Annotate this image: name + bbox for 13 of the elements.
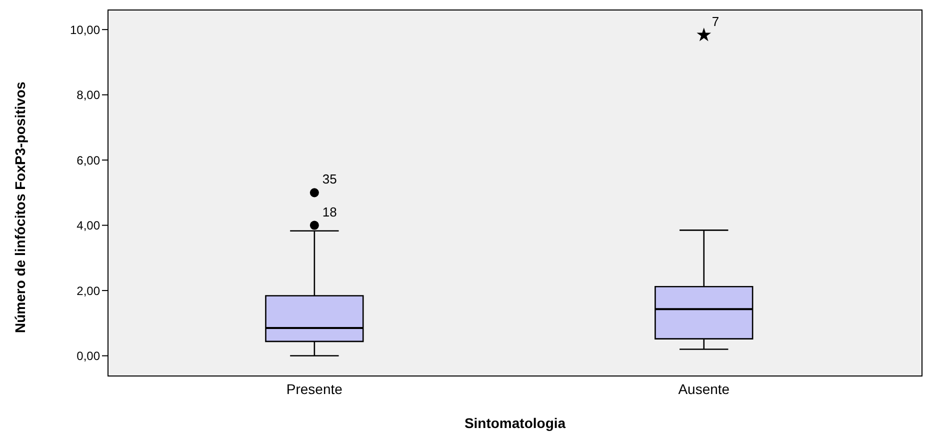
y-tick-label: 8,00 — [76, 88, 100, 102]
x-tick-label: Presente — [286, 380, 343, 397]
y-tick-label: 4,00 — [76, 218, 100, 233]
x-tick-label: Ausente — [678, 380, 730, 397]
y-tick-label: 2,00 — [76, 284, 100, 298]
y-axis-title: Número de linfócitos FoxP3-positivos — [12, 82, 28, 333]
x-axis-title: Sintomatologia — [464, 415, 566, 431]
annotation: 35 — [322, 172, 337, 187]
y-tick-label: 10,00 — [70, 22, 100, 37]
y-tick-label: 0,00 — [76, 349, 100, 364]
annotation: 18 — [322, 204, 337, 220]
annotation: 7 — [712, 14, 720, 30]
y-tick-label: 6,00 — [76, 153, 100, 168]
